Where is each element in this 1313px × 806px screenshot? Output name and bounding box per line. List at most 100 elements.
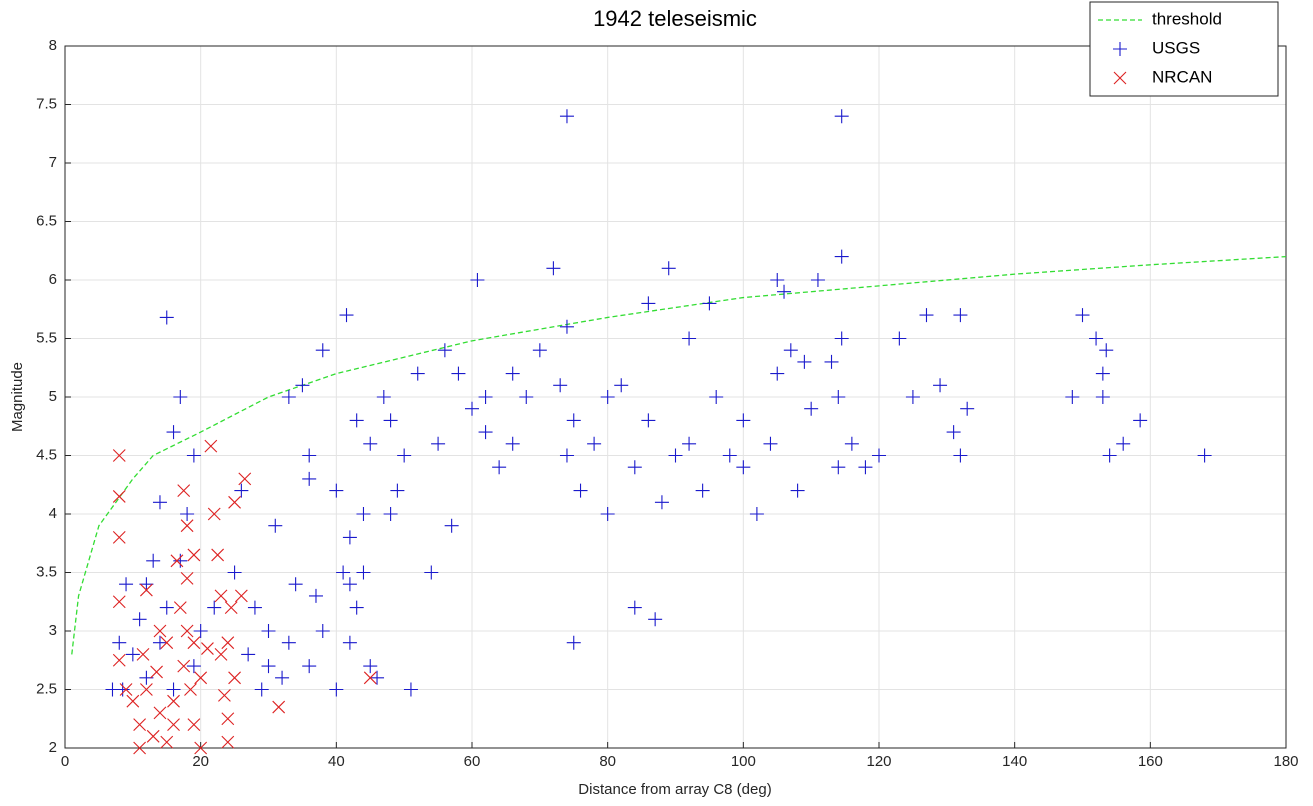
y-tick-label: 7.5 xyxy=(36,95,57,112)
legend-swatch xyxy=(1113,71,1127,85)
point xyxy=(566,635,581,650)
legend-label: NRCAN xyxy=(1152,67,1212,86)
y-tick-label: 6.5 xyxy=(36,212,57,229)
point xyxy=(207,600,222,615)
point xyxy=(342,530,357,545)
point xyxy=(336,565,351,580)
point xyxy=(302,659,317,674)
y-tick-label: 6 xyxy=(49,271,57,288)
point xyxy=(702,296,717,311)
point xyxy=(224,601,238,614)
point xyxy=(140,683,153,696)
point xyxy=(858,460,873,475)
point xyxy=(356,507,371,521)
point xyxy=(933,378,948,393)
point xyxy=(709,390,724,404)
point xyxy=(749,507,764,521)
point xyxy=(186,448,201,463)
point xyxy=(390,483,405,498)
point xyxy=(218,688,231,702)
point xyxy=(566,413,581,428)
point xyxy=(315,343,330,358)
point xyxy=(559,109,574,124)
point xyxy=(627,460,642,475)
point xyxy=(204,439,218,453)
x-tick-label: 120 xyxy=(866,753,891,770)
point xyxy=(261,624,276,638)
point xyxy=(546,261,561,276)
point xyxy=(193,624,208,638)
point xyxy=(187,718,201,731)
y-tick-label: 8 xyxy=(49,37,57,54)
point xyxy=(247,600,262,615)
point xyxy=(349,413,364,428)
point xyxy=(180,624,194,638)
point xyxy=(919,308,934,323)
point xyxy=(170,554,184,568)
point xyxy=(763,436,778,451)
point xyxy=(505,366,520,381)
y-tick-label: 2.5 xyxy=(36,680,57,697)
point xyxy=(559,448,574,463)
point xyxy=(275,670,290,685)
point xyxy=(1099,343,1114,358)
point xyxy=(234,589,248,603)
point xyxy=(648,612,663,627)
point xyxy=(654,495,669,510)
point xyxy=(115,682,130,697)
point xyxy=(892,331,907,346)
point xyxy=(173,601,187,614)
x-tick-label: 60 xyxy=(464,753,481,770)
point xyxy=(268,518,283,533)
point xyxy=(573,483,588,498)
x-tick-label: 80 xyxy=(599,753,616,770)
point xyxy=(214,648,228,661)
point xyxy=(1197,448,1212,463)
point xyxy=(238,472,252,486)
point xyxy=(641,296,656,311)
point xyxy=(770,273,785,287)
point xyxy=(1095,366,1110,381)
point xyxy=(254,682,269,697)
point xyxy=(308,588,323,603)
point xyxy=(824,354,839,369)
point xyxy=(437,343,452,358)
point xyxy=(234,483,249,498)
point xyxy=(465,401,479,416)
point xyxy=(519,390,534,404)
point xyxy=(722,448,737,463)
point xyxy=(410,366,425,381)
point xyxy=(960,401,975,416)
point xyxy=(1065,390,1080,404)
point xyxy=(228,495,241,509)
point xyxy=(492,460,507,475)
point xyxy=(777,284,792,299)
point xyxy=(600,390,615,404)
point xyxy=(261,659,276,674)
point xyxy=(431,436,446,451)
point xyxy=(281,390,296,404)
point xyxy=(112,635,127,650)
y-tick-label: 5 xyxy=(49,388,57,405)
point xyxy=(112,531,126,544)
point xyxy=(444,518,459,533)
point xyxy=(349,600,364,615)
point xyxy=(221,712,235,726)
point xyxy=(810,273,825,287)
point xyxy=(668,448,683,463)
point xyxy=(295,378,310,393)
point xyxy=(152,635,167,650)
point xyxy=(153,706,167,720)
point xyxy=(627,600,642,615)
point xyxy=(227,565,242,580)
chart-title: 1942 teleseismic xyxy=(593,6,757,31)
point xyxy=(150,665,163,679)
point xyxy=(478,390,493,404)
point xyxy=(559,319,574,334)
point xyxy=(160,735,174,749)
point xyxy=(844,436,859,451)
point xyxy=(146,729,160,743)
y-tick-label: 7 xyxy=(49,154,57,171)
point xyxy=(152,495,167,510)
